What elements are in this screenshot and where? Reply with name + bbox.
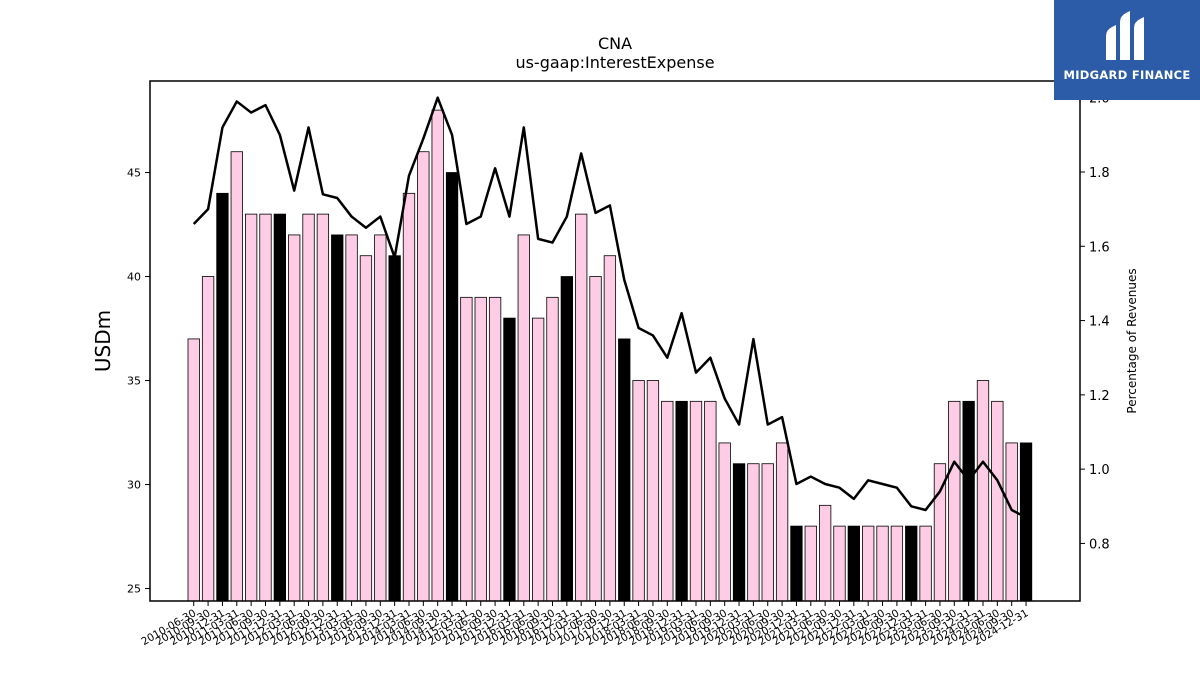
bar <box>201 276 215 602</box>
bar <box>732 463 746 602</box>
y-tick-label: 40 <box>127 271 141 284</box>
bar <box>1005 442 1018 602</box>
bar <box>589 276 602 602</box>
bar <box>775 442 789 602</box>
bar <box>919 525 932 602</box>
bar <box>962 400 975 602</box>
bar <box>216 192 229 602</box>
bar <box>460 296 473 602</box>
bar <box>230 151 243 602</box>
bar <box>575 213 588 602</box>
bars-group <box>187 109 1033 602</box>
bar <box>603 255 617 602</box>
bar <box>689 400 703 602</box>
bar <box>474 296 487 602</box>
bar <box>862 525 875 602</box>
y-axis-label: USDm <box>91 310 115 372</box>
logo-mark-icon <box>1106 11 1144 60</box>
y-tick-label: 25 <box>127 583 141 596</box>
y2-tick-label: 1.4 <box>1089 315 1110 330</box>
y2-tick-label: 1.2 <box>1089 389 1110 404</box>
bar <box>288 234 301 602</box>
bar <box>488 296 502 602</box>
bar <box>445 172 459 602</box>
bar <box>661 400 674 602</box>
bar <box>259 213 272 602</box>
bar <box>718 442 731 602</box>
logo-text: MIDGARD FINANCE <box>1063 68 1191 82</box>
bar <box>976 380 990 602</box>
bar <box>187 338 200 602</box>
chart-subtitle: us-gaap:InterestExpense <box>515 53 714 72</box>
bar <box>388 255 401 602</box>
y2-axis-label: Percentage of Revenues <box>1125 268 1139 413</box>
left-axis: 25 30 35 40 45 <box>127 167 150 596</box>
bar <box>244 213 258 602</box>
bar <box>532 317 545 602</box>
bar <box>417 151 430 602</box>
bar <box>819 504 832 602</box>
bar <box>331 234 344 602</box>
y2-tick-label: 1.6 <box>1089 240 1110 255</box>
bar <box>890 525 904 602</box>
bar <box>833 525 846 602</box>
bar <box>646 380 660 602</box>
bar <box>905 525 918 602</box>
bar <box>402 192 416 602</box>
bar <box>374 234 387 602</box>
bar <box>761 463 774 602</box>
bar <box>804 525 817 602</box>
right-axis: 0.81.01.21.41.61.82.0 <box>1080 92 1110 552</box>
y-tick-label: 35 <box>127 375 141 388</box>
bar <box>675 400 688 602</box>
bar <box>316 213 330 602</box>
bar <box>517 234 530 602</box>
plot-frame <box>149 80 1081 602</box>
bar <box>847 525 860 602</box>
bar <box>273 213 286 602</box>
y2-tick-label: 1.0 <box>1089 463 1110 478</box>
bar <box>503 317 516 602</box>
bar <box>546 296 559 602</box>
bar <box>1019 442 1033 602</box>
x-axis: 2010-06-302010-09-302010-12-312011-03-31… <box>139 601 1031 648</box>
bar <box>302 213 315 602</box>
bar <box>991 400 1004 602</box>
bar <box>704 400 717 602</box>
bar <box>618 338 631 602</box>
y2-tick-label: 1.8 <box>1089 166 1110 181</box>
bar <box>359 255 373 602</box>
chart-title: CNA <box>598 34 632 53</box>
bar <box>345 234 358 602</box>
y-tick-label: 30 <box>127 479 141 492</box>
y2-tick-label: 0.8 <box>1089 537 1110 552</box>
bar <box>431 109 444 602</box>
bar <box>632 380 645 602</box>
bar <box>948 400 961 602</box>
percentage-of-revenues-line <box>192 96 1027 519</box>
bar <box>747 463 760 602</box>
brand-logo: MIDGARD FINANCE <box>1054 0 1200 100</box>
bar <box>876 525 889 602</box>
bar <box>790 525 803 602</box>
bar <box>560 276 573 602</box>
y-tick-label: 45 <box>127 167 141 180</box>
